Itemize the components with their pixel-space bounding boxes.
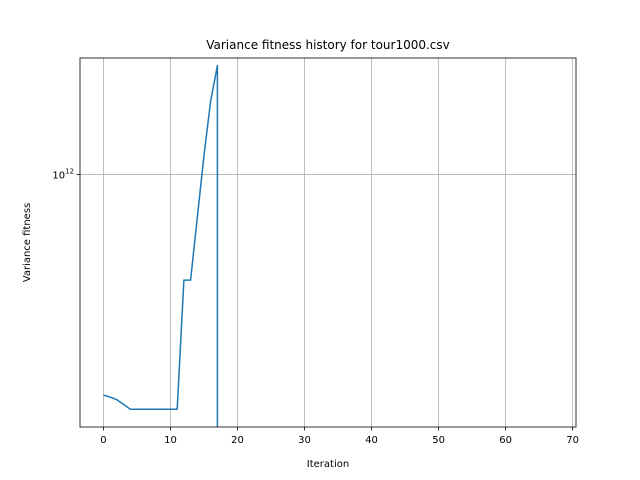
- x-tick-label: 10: [164, 435, 177, 446]
- y-axis: 1012: [52, 167, 80, 181]
- chart-title: Variance fitness history for tour1000.cs…: [206, 38, 450, 52]
- x-axis-label: Iteration: [307, 459, 349, 470]
- series-layer: [103, 64, 219, 427]
- x-tick-label: 0: [100, 435, 106, 446]
- x-tick-label: 40: [365, 435, 378, 446]
- x-tick-label: 30: [298, 435, 311, 446]
- x-axis: 0 10 20 30 40 50 60 70: [100, 427, 579, 446]
- series-line: [103, 64, 219, 427]
- x-tick-label: 20: [231, 435, 244, 446]
- x-tick-label: 60: [499, 435, 512, 446]
- grid: [80, 58, 576, 427]
- x-tick-label: 70: [566, 435, 579, 446]
- y-axis-label: Variance fitness: [22, 203, 33, 283]
- plot-frame: [79, 57, 577, 428]
- x-tick-label: 50: [432, 435, 445, 446]
- y-tick-label: 1012: [52, 167, 74, 181]
